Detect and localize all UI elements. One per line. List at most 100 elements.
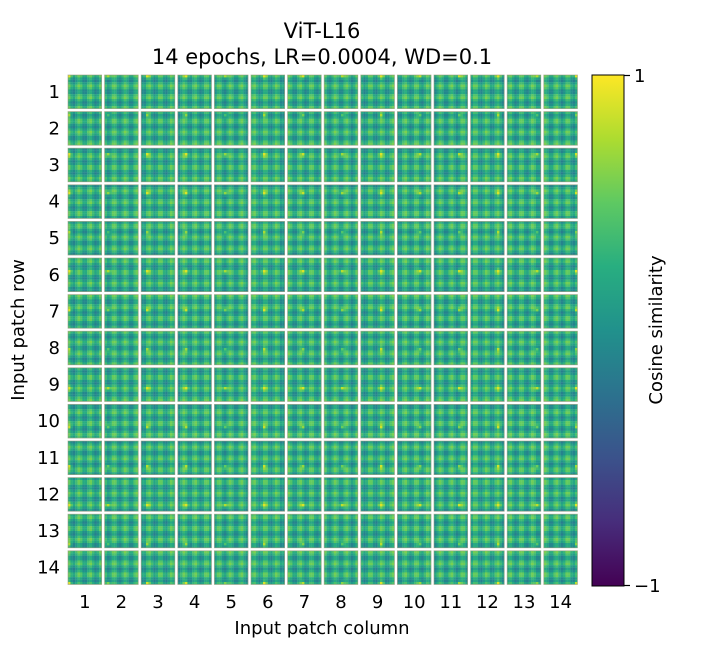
heatmap-cell [448,87,451,90]
heatmap-cell [238,138,241,141]
heatmap-cell [90,121,93,124]
heatmap-cell [531,85,534,88]
heatmap-cell [270,85,273,88]
heatmap-cell [456,92,459,95]
heatmap-cell [268,99,271,102]
heatmap-cell [229,116,232,119]
heatmap-cell [185,94,188,97]
heatmap-cell [75,126,78,129]
heatmap-cell [165,77,168,80]
heatmap-cell [163,126,166,129]
heatmap-cell [348,82,351,85]
heatmap-cell [314,77,317,80]
heatmap-cell [256,114,259,117]
heatmap-cell [183,89,186,92]
heatmap-cell [558,87,561,90]
heatmap-cell [217,121,220,124]
heatmap-cell [168,94,171,97]
heatmap-cell [309,104,312,107]
heatmap-cell [204,126,207,129]
heatmap-cell [261,99,264,102]
heatmap-cell [265,92,268,95]
heatmap-cell [334,87,337,90]
heatmap-cell [234,87,237,90]
heatmap-cell [158,94,161,97]
heatmap-cell [275,138,278,141]
heatmap-cell [300,119,303,122]
heatmap-cell [80,140,83,143]
heatmap-cell [546,104,549,107]
heatmap-cell [163,138,166,141]
heatmap-cell [444,89,447,92]
heatmap-cell [565,87,568,90]
heatmap-cell [341,126,344,129]
heatmap-cell [263,82,266,85]
heatmap-cell [514,82,517,85]
heatmap-cell [114,89,117,92]
heatmap-cell [236,119,239,122]
heatmap-tile [471,75,505,109]
heatmap-cell [297,99,300,102]
heatmap-cell [151,82,154,85]
heatmap-cell [160,92,163,95]
heatmap-cell [226,124,229,127]
heatmap-cell [195,128,198,131]
heatmap-cell [312,116,315,119]
heatmap-cell [341,87,344,90]
heatmap-cell [568,97,571,100]
heatmap-cell [70,138,73,141]
heatmap-cell [495,87,498,90]
heatmap-cell [290,133,293,136]
heatmap-cell [316,114,319,117]
heatmap-cell [265,128,268,131]
heatmap-cell [85,133,88,136]
heatmap-cell [370,87,373,90]
heatmap-cell [487,85,490,88]
heatmap-cell [307,92,310,95]
heatmap-cell [90,85,93,88]
heatmap-cell [573,87,576,90]
heatmap-cell [382,97,385,100]
heatmap-tile [361,75,395,109]
heatmap-cell [199,80,202,83]
heatmap-cell [312,121,315,124]
heatmap-cell [241,138,244,141]
heatmap-cell [131,101,134,104]
heatmap-cell [192,133,195,136]
heatmap-cell [236,101,239,104]
heatmap-cell [117,104,120,107]
heatmap-cell [187,89,190,92]
heatmap-cell [346,138,349,141]
heatmap-cell [336,136,339,139]
heatmap-cell [424,82,427,85]
heatmap-cell [185,87,188,90]
heatmap-cell [222,116,225,119]
heatmap-cell [492,94,495,97]
heatmap-cell [114,92,117,95]
heatmap-cell [314,89,317,92]
heatmap-cell [514,80,517,83]
heatmap-cell [80,85,83,88]
heatmap-cell [514,94,517,97]
heatmap-cell [568,80,571,83]
heatmap-cell [407,85,410,88]
heatmap-cell [207,116,210,119]
heatmap-cell [304,140,307,143]
heatmap-cell [407,97,410,100]
heatmap-cell [336,128,339,131]
heatmap-cell [133,119,136,122]
heatmap-cell [312,133,315,136]
heatmap-cell [180,77,183,80]
heatmap-cell [549,87,552,90]
heatmap-cell [75,94,78,97]
heatmap-cell [304,131,307,134]
heatmap-cell [314,131,317,134]
heatmap-cell [75,77,78,80]
heatmap-cell [436,99,439,102]
heatmap-cell [197,94,200,97]
heatmap-cell [156,80,159,83]
heatmap-cell [222,140,225,143]
heatmap-cell [302,119,305,122]
heatmap-cell [73,119,76,122]
heatmap-cell [424,104,427,107]
